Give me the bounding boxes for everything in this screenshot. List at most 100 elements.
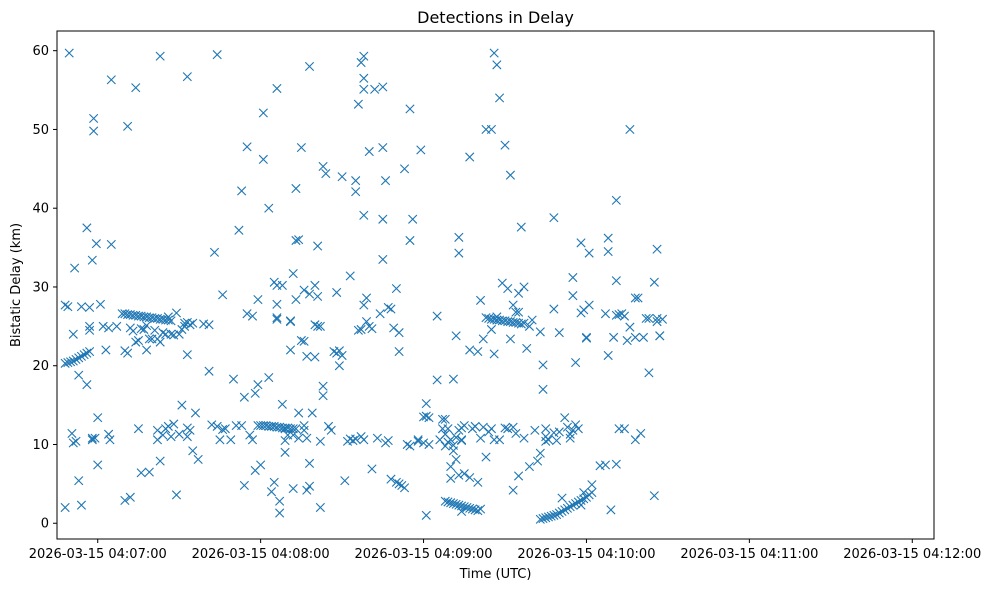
data-point-278	[399, 164, 410, 174]
data-point-110	[169, 419, 179, 429]
data-point-202	[315, 436, 325, 446]
data-point-267	[383, 435, 393, 446]
data-point-363	[619, 311, 630, 321]
data-point-207	[321, 168, 331, 179]
data-point-44	[64, 48, 74, 58]
data-point-254	[364, 146, 374, 157]
data-point-448	[459, 502, 469, 512]
data-point-289	[421, 411, 431, 421]
data-point-79	[155, 337, 165, 347]
data-point-153	[266, 487, 277, 497]
data-point-174	[288, 268, 298, 279]
data-point-443	[446, 498, 456, 508]
data-point-194	[307, 408, 317, 418]
data-point-143	[247, 435, 258, 445]
data-point-130	[220, 424, 230, 434]
data-point-304	[451, 331, 461, 341]
data-point-440	[500, 140, 510, 150]
data-point-454	[475, 504, 486, 514]
data-point-169	[285, 345, 296, 355]
data-point-119	[152, 435, 163, 445]
data-point-403	[543, 435, 554, 445]
data-point-485	[568, 500, 578, 510]
data-point-231	[337, 172, 347, 182]
data-point-74	[142, 345, 152, 355]
data-point-237	[351, 434, 361, 444]
data-point-249	[359, 51, 369, 61]
data-point-196	[310, 280, 320, 290]
data-point-43	[112, 321, 122, 331]
data-point-397	[562, 422, 573, 432]
data-point-124	[207, 420, 217, 430]
data-point-45	[60, 502, 70, 513]
data-point-352	[584, 248, 594, 258]
data-point-252	[361, 317, 372, 327]
data-point-116	[190, 408, 201, 418]
data-point-396	[565, 429, 575, 439]
data-point-337	[541, 424, 551, 434]
data-point-470	[503, 283, 513, 294]
data-point-3	[68, 356, 78, 366]
data-point-291	[421, 510, 431, 520]
data-point-301	[448, 374, 459, 384]
data-point-85	[171, 308, 182, 318]
data-point-195	[310, 320, 320, 330]
data-point-134	[234, 225, 244, 235]
data-point-285	[413, 436, 423, 446]
data-point-413	[503, 424, 513, 434]
data-point-401	[552, 435, 562, 446]
data-point-224	[326, 425, 336, 435]
data-point-100	[120, 495, 130, 505]
data-point-172	[288, 484, 298, 494]
data-point-66	[123, 348, 133, 358]
data-point-412	[508, 485, 518, 495]
data-point-166	[280, 435, 290, 446]
data-point-22	[82, 223, 92, 233]
data-point-7	[79, 350, 89, 360]
data-point-99	[212, 50, 222, 60]
data-point-35	[95, 299, 106, 309]
data-point-236	[348, 435, 358, 446]
y-tick-label-6: 60	[32, 44, 49, 59]
data-point-293	[424, 439, 434, 450]
data-point-381	[649, 491, 659, 501]
data-point-312	[465, 152, 475, 162]
data-point-325	[508, 422, 518, 432]
data-point-314	[473, 346, 483, 357]
data-point-411	[511, 428, 521, 439]
data-point-234	[345, 271, 355, 281]
data-point-189	[302, 351, 312, 361]
data-point-244	[356, 57, 366, 68]
data-point-245	[359, 300, 369, 310]
data-point-419	[481, 452, 491, 462]
data-point-264	[380, 176, 391, 186]
data-point-455	[481, 313, 491, 323]
data-point-280	[405, 441, 415, 451]
data-point-82	[163, 312, 173, 322]
data-point-167	[280, 447, 290, 457]
data-point-326	[511, 307, 521, 317]
data-point-98	[182, 72, 192, 82]
data-point-366	[625, 322, 635, 332]
data-point-33	[93, 413, 103, 423]
data-point-300	[446, 435, 456, 445]
data-point-115	[182, 423, 192, 433]
data-point-185	[299, 285, 309, 295]
data-point-259	[375, 309, 385, 319]
data-point-357	[609, 332, 619, 342]
data-point-399	[557, 493, 567, 503]
data-point-387	[606, 505, 616, 515]
data-point-179	[294, 433, 304, 443]
data-point-0	[60, 358, 70, 368]
data-point-441	[440, 496, 450, 506]
data-point-359	[611, 195, 621, 205]
data-point-92	[188, 318, 198, 328]
data-point-350	[581, 332, 592, 342]
data-point-484	[565, 502, 575, 512]
data-point-10	[60, 300, 70, 310]
data-point-360	[611, 310, 621, 320]
data-point-479	[552, 509, 562, 520]
data-point-86	[174, 329, 184, 339]
data-point-97	[155, 51, 165, 61]
data-point-342	[565, 433, 575, 443]
